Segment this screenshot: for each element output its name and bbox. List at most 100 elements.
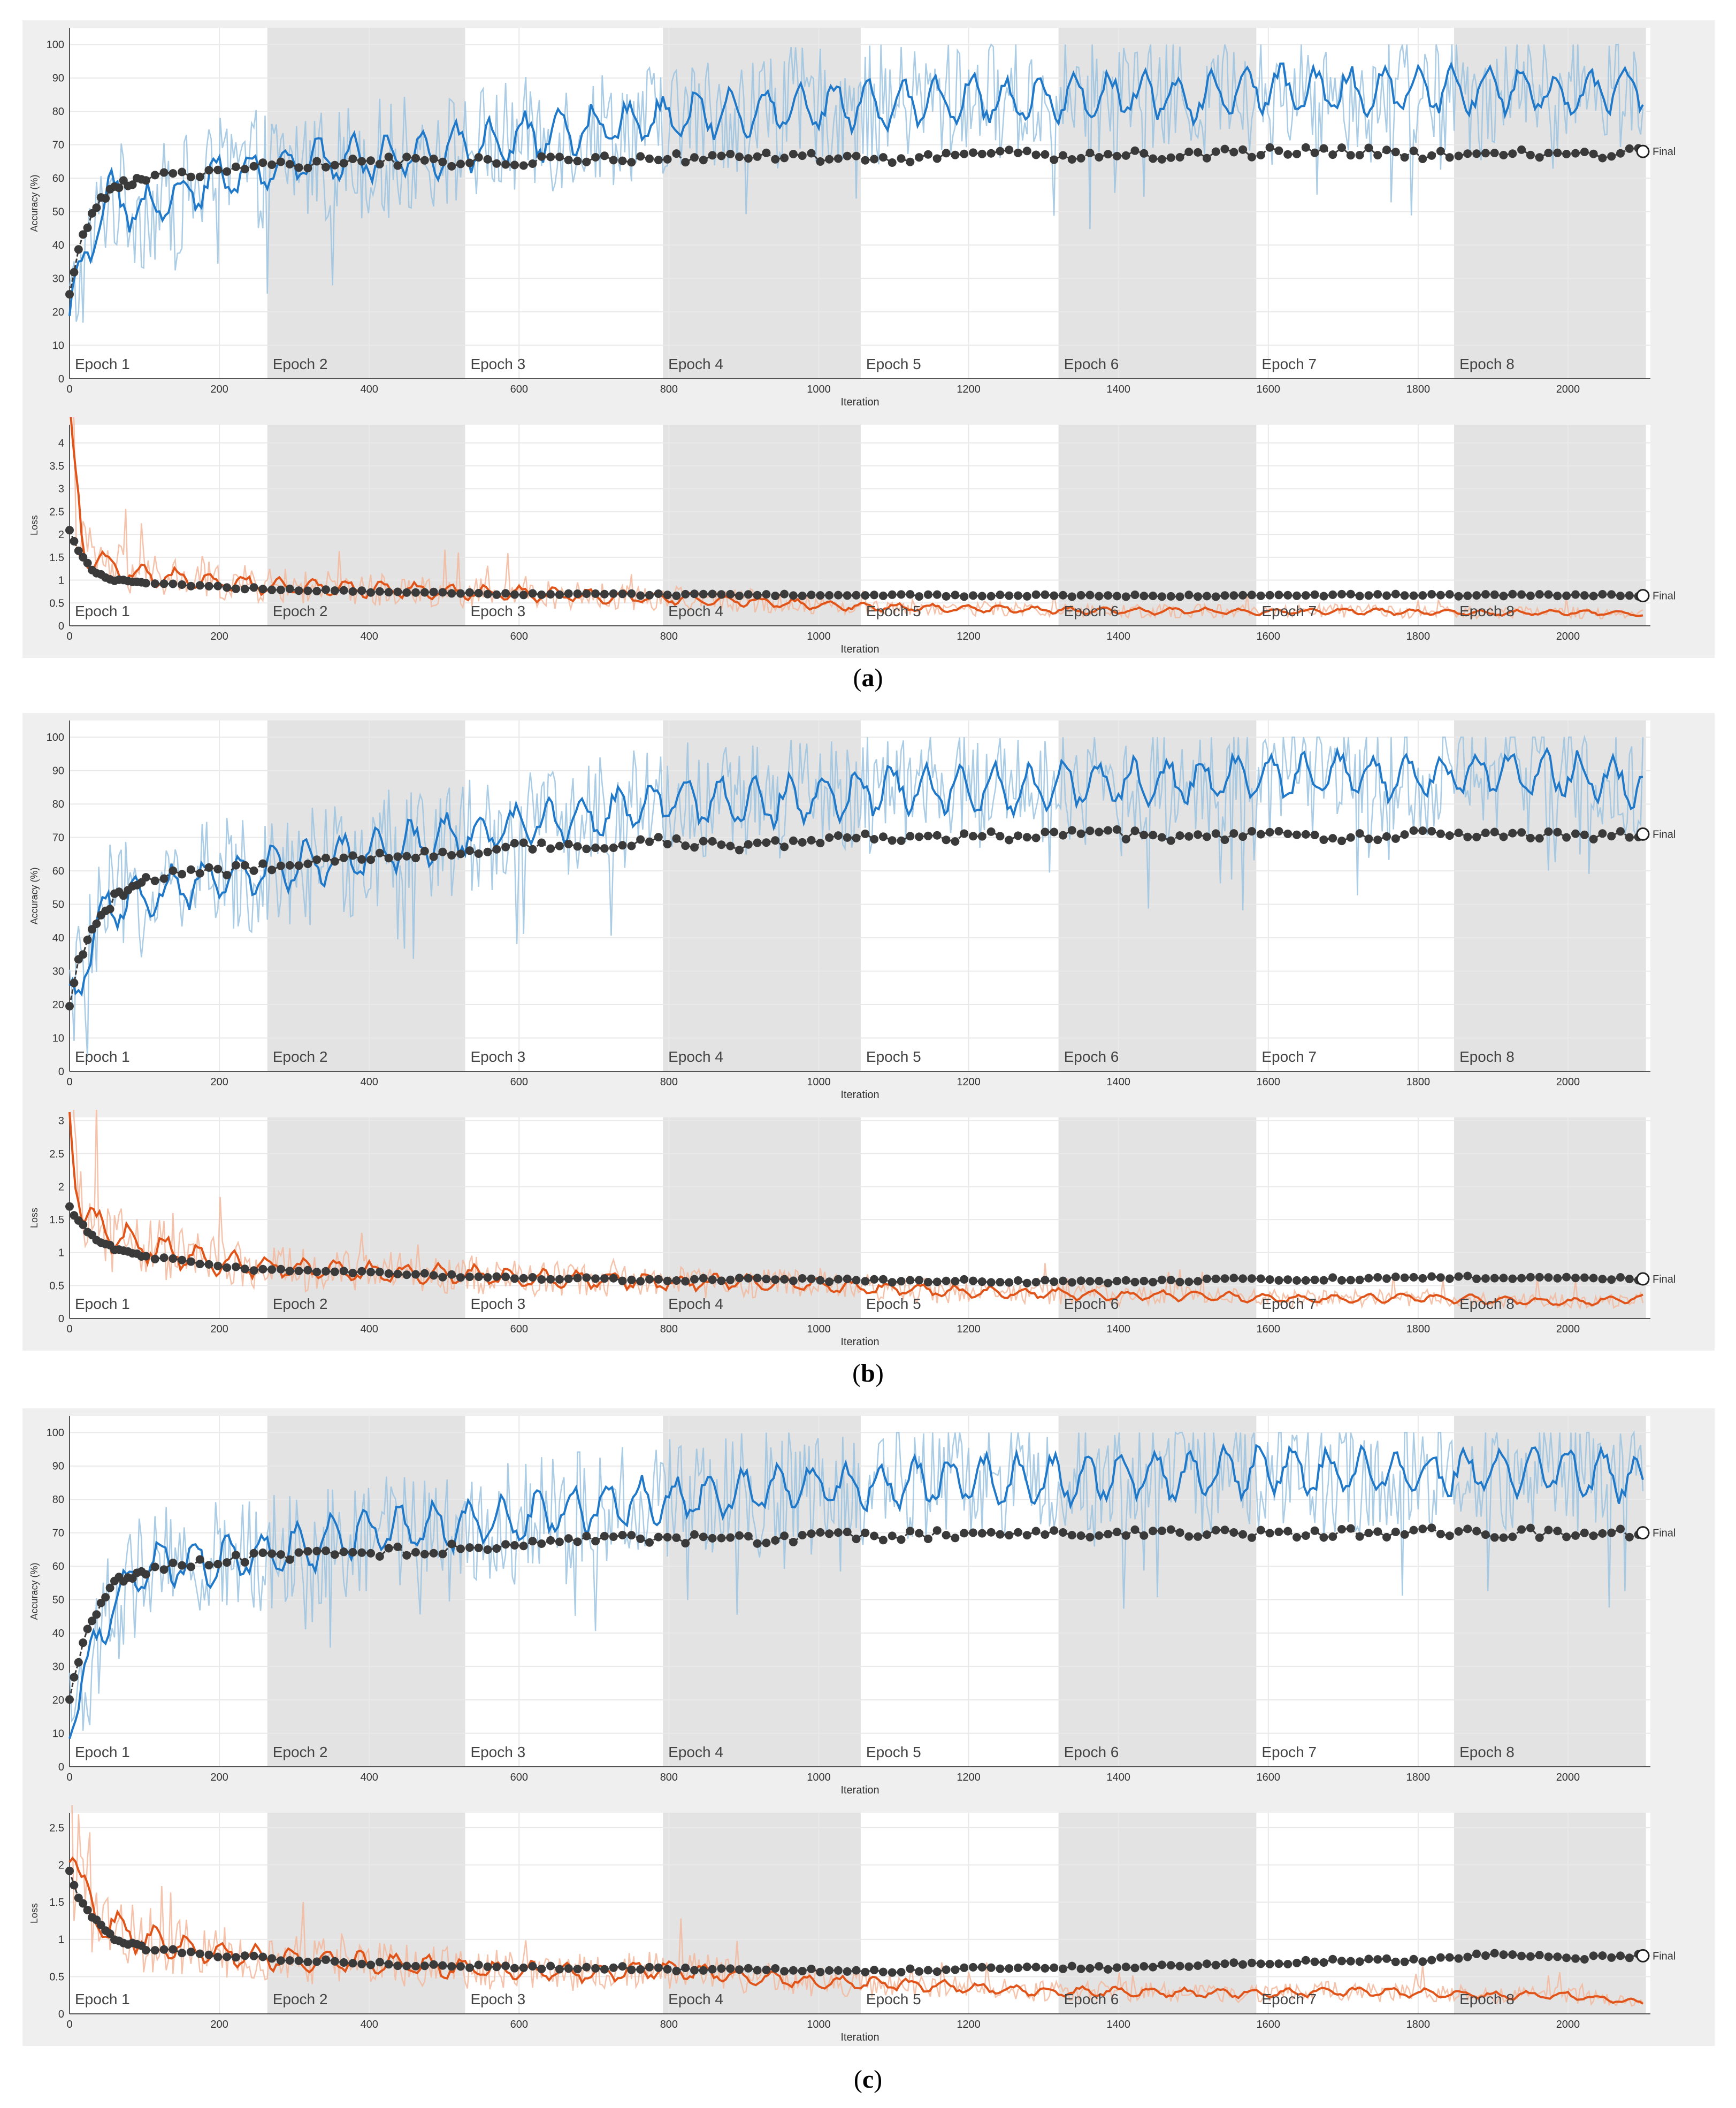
validation-point — [645, 591, 654, 600]
y-axis-label: Accuracy (%) — [29, 867, 40, 924]
validation-point — [1220, 835, 1229, 844]
epoch-label: Epoch 8 — [1459, 1991, 1515, 2007]
y-tick-label: 2 — [58, 529, 64, 541]
validation-point — [420, 1269, 429, 1278]
x-tick-label: 1600 — [1257, 2019, 1281, 2030]
validation-point — [483, 589, 492, 599]
validation-point — [1625, 1953, 1634, 1963]
validation-point — [932, 831, 942, 840]
validation-point — [1005, 835, 1014, 845]
x-tick-label: 1400 — [1106, 1772, 1130, 1783]
validation-point — [708, 1965, 717, 1974]
validation-point — [1571, 829, 1580, 838]
validation-point — [169, 866, 178, 875]
validation-point — [366, 1549, 375, 1558]
epoch-label: Epoch 2 — [273, 1296, 328, 1312]
validation-point — [303, 586, 312, 595]
validation-point — [322, 163, 330, 172]
validation-point — [357, 1267, 366, 1276]
validation-point — [501, 1961, 510, 1971]
validation-point — [672, 1966, 681, 1975]
validation-point — [429, 587, 438, 596]
validation-point — [1409, 591, 1418, 600]
validation-point — [1580, 591, 1589, 600]
validation-point — [977, 1963, 986, 1972]
validation-point — [1175, 592, 1184, 601]
validation-point — [1265, 143, 1274, 152]
validation-point — [672, 591, 681, 600]
validation-point — [1589, 592, 1598, 601]
validation-point — [258, 859, 267, 868]
validation-point — [1328, 150, 1337, 159]
validation-point — [645, 154, 654, 163]
validation-point — [1283, 829, 1293, 838]
y-tick-label: 10 — [52, 1728, 64, 1740]
validation-point — [960, 592, 969, 601]
validation-point — [88, 1616, 96, 1626]
validation-point — [312, 1957, 322, 1966]
validation-point — [744, 840, 753, 849]
validation-line — [68, 146, 1639, 295]
validation-point — [663, 155, 672, 164]
validation-point — [249, 583, 258, 592]
validation-point — [870, 155, 879, 164]
x-tick-label: 1800 — [1406, 1772, 1431, 1783]
y-tick-label: 80 — [52, 799, 64, 810]
validation-point — [510, 839, 519, 848]
validation-point — [555, 1275, 564, 1284]
validation-point — [699, 837, 708, 846]
validation-point — [1364, 143, 1373, 152]
validation-point — [923, 831, 932, 840]
validation-point — [438, 157, 447, 166]
validation-point — [977, 832, 986, 841]
validation-point — [771, 155, 780, 164]
validation-point — [1256, 1526, 1265, 1535]
validation-point — [618, 1962, 627, 1971]
validation-point — [492, 159, 501, 168]
validation-point — [501, 160, 510, 169]
validation-point — [178, 1255, 187, 1264]
validation-point — [150, 1562, 159, 1572]
x-tick-label: 400 — [361, 384, 378, 395]
validation-point — [420, 1550, 429, 1559]
validation-point — [780, 154, 789, 163]
y-tick-label: 1 — [58, 1934, 64, 1946]
y-tick-label: 1.5 — [49, 552, 64, 564]
validation-point — [213, 864, 223, 873]
validation-point — [83, 1905, 92, 1914]
validation-line — [68, 530, 1639, 598]
validation-point — [141, 873, 150, 882]
validation-point — [960, 1529, 969, 1538]
validation-point — [1202, 592, 1211, 601]
validation-point — [1382, 832, 1391, 841]
validation-point — [546, 1536, 555, 1545]
x-tick-label: 800 — [660, 384, 678, 395]
validation-point — [456, 849, 465, 858]
x-tick-label: 1600 — [1257, 631, 1281, 642]
validation-point — [1463, 832, 1472, 841]
validation-point — [1005, 145, 1014, 155]
validation-point — [1310, 1275, 1319, 1284]
validation-point — [1293, 1958, 1301, 1967]
validation-point — [420, 1961, 429, 1971]
validation-point — [1544, 1952, 1553, 1961]
validation-point — [1472, 1274, 1481, 1283]
epoch-label: Epoch 2 — [273, 356, 328, 372]
validation-point — [798, 151, 807, 160]
validation-point — [600, 589, 609, 599]
validation-point — [1140, 1276, 1149, 1285]
validation-point — [231, 584, 240, 593]
y-tick-label: 60 — [52, 865, 64, 877]
validation-point — [1526, 1523, 1535, 1532]
validation-point — [708, 589, 717, 599]
validation-point — [816, 839, 825, 848]
validation-point — [1104, 591, 1113, 600]
validation-point — [564, 589, 573, 598]
validation-point — [1166, 1525, 1175, 1534]
validation-point — [393, 587, 402, 596]
validation-point — [1274, 1527, 1283, 1536]
validation-point — [843, 833, 852, 842]
validation-point — [888, 1531, 897, 1540]
final-label: Final — [1653, 1528, 1676, 1539]
validation-point — [735, 1274, 744, 1283]
